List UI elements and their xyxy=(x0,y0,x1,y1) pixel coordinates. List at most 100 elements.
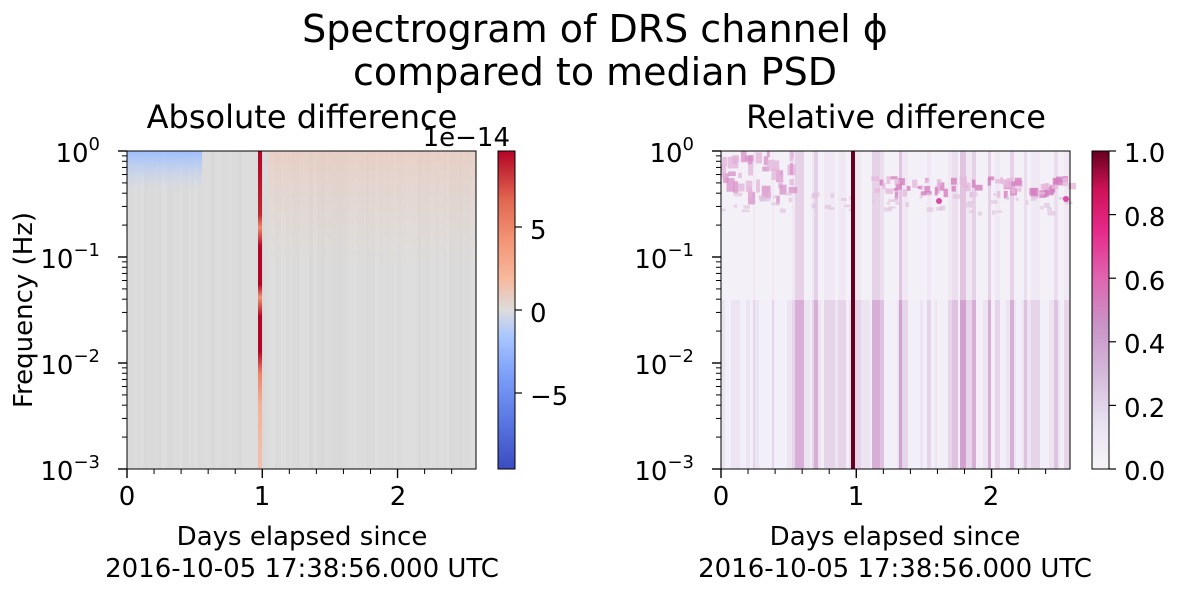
rel-stripe-lower xyxy=(1016,300,1018,469)
rel-band-cell xyxy=(926,207,934,212)
rel-stripe-lower xyxy=(1006,300,1010,469)
rel-stripe-upper xyxy=(804,151,810,300)
rel-band-cell xyxy=(1011,186,1016,194)
abs-stripe xyxy=(144,151,148,469)
rel-stripe-lower xyxy=(830,300,835,469)
rel-band-cell xyxy=(917,185,922,190)
abs-heatmap xyxy=(127,151,476,469)
rel-band-cell xyxy=(871,199,875,203)
rel-band-cell xyxy=(990,200,998,204)
rel-colorbar-gradient xyxy=(1092,151,1109,469)
abs-stripe xyxy=(366,151,368,469)
abs-stripe xyxy=(235,151,238,469)
rel-band-cell xyxy=(924,185,931,192)
rel-hotspot xyxy=(1063,196,1069,202)
rel-band-cell xyxy=(971,179,976,188)
rel-stripe-upper xyxy=(1064,151,1069,300)
abs-stripe xyxy=(263,151,266,469)
rel-band-cell xyxy=(888,206,896,209)
abs-colorbar: −5 0 5 1e−14 xyxy=(423,123,568,470)
abs-stripe xyxy=(410,151,414,469)
rel-stripe-lower xyxy=(725,300,731,469)
rel-patch xyxy=(756,179,760,193)
rel-stripe-lower xyxy=(795,300,801,469)
rel-x-axis-label-line2: 2016-10-05 17:38:56.000 UTC xyxy=(698,554,1092,584)
rel-stripe-upper xyxy=(1020,151,1022,300)
rel-patch xyxy=(774,160,780,172)
rel-stripe-lower xyxy=(755,300,759,469)
rel-band-cell xyxy=(1057,178,1063,183)
abs-stripe xyxy=(421,151,426,469)
rel-stripe-lower xyxy=(865,300,870,469)
abs-negative-band xyxy=(127,151,202,191)
rel-stripe-upper xyxy=(870,151,872,300)
abs-cbar-label-0: 0 xyxy=(530,299,547,329)
rel-stripe-lower xyxy=(875,300,880,469)
rel-stripe-lower xyxy=(927,300,931,469)
rel-stripe-lower xyxy=(818,300,821,469)
rel-stripe-upper xyxy=(1002,151,1004,300)
rel-stripe-upper xyxy=(812,151,814,300)
abs-stripe xyxy=(307,151,309,469)
rel-band-cell xyxy=(936,206,943,211)
abs-stripe xyxy=(189,151,191,469)
rel-stripe-upper xyxy=(740,151,742,300)
abs-x-axis-label-line2: 2016-10-05 17:38:56.000 UTC xyxy=(105,554,499,584)
rel-patch xyxy=(730,156,739,169)
rel-band-cell xyxy=(924,178,929,184)
rel-stripe-upper xyxy=(810,151,812,300)
rel-band-cell xyxy=(893,188,899,192)
abs-axes-frame xyxy=(126,150,477,470)
rel-stripe-lower xyxy=(1040,300,1044,469)
rel-stripe-lower xyxy=(804,300,810,469)
rel-stripe-upper xyxy=(840,151,846,300)
rel-stripe-lower xyxy=(952,300,958,469)
rel-stripe-upper xyxy=(888,151,894,300)
rel-band-cell xyxy=(1046,207,1053,211)
rel-patch xyxy=(771,168,780,181)
abs-stripe xyxy=(281,151,283,469)
rel-patch xyxy=(766,159,775,171)
rel-stripe-upper xyxy=(1049,151,1054,300)
rel-band-cell xyxy=(894,197,899,203)
rel-patch xyxy=(789,162,794,175)
rel-band-cell xyxy=(721,208,726,212)
rel-stripe-upper xyxy=(983,151,988,300)
rel-stripe-upper xyxy=(746,151,750,300)
rel-patch xyxy=(789,151,794,162)
rel-band-cell xyxy=(924,191,932,195)
rel-stripe-upper xyxy=(787,151,792,300)
rel-stripe-lower xyxy=(899,300,902,469)
rel-stripe-lower xyxy=(1064,300,1069,469)
rel-stripe-upper xyxy=(894,151,897,300)
rel-band-cell xyxy=(879,179,884,186)
rel-band-cell xyxy=(844,204,851,208)
rel-band-cell xyxy=(1014,177,1022,186)
abs-cbar-label-neg5: −5 xyxy=(530,382,568,412)
rel-stripe-lower xyxy=(912,300,916,469)
rel-stripe-lower xyxy=(1044,300,1049,469)
rel-stripe-upper xyxy=(784,151,787,300)
rel-stripe-upper xyxy=(742,151,746,300)
abs-stripe xyxy=(286,151,290,469)
rel-band-cell xyxy=(1064,201,1073,205)
rel-patch xyxy=(740,151,747,163)
rel-stripe-lower xyxy=(855,300,861,469)
rel-band-cell xyxy=(1017,187,1022,192)
rel-band-cell xyxy=(771,202,780,206)
rel-stripe-upper xyxy=(818,151,821,300)
rel-band-cell xyxy=(779,208,786,213)
rel-band-cell xyxy=(977,211,982,216)
rel-band-cell xyxy=(874,188,880,193)
abs-stripe xyxy=(127,151,130,469)
rel-band-cell xyxy=(935,185,941,194)
rel-stripe-lower xyxy=(894,300,897,469)
abs-stripe xyxy=(462,151,467,469)
rel-stripe-upper xyxy=(966,151,972,300)
rel-stripe-upper xyxy=(755,151,759,300)
rel-stripe-upper xyxy=(1037,151,1040,300)
rel-stripe-upper xyxy=(846,151,849,300)
abs-stripe xyxy=(210,151,212,469)
rel-stripe-upper xyxy=(920,151,923,300)
abs-stripe xyxy=(148,151,151,469)
